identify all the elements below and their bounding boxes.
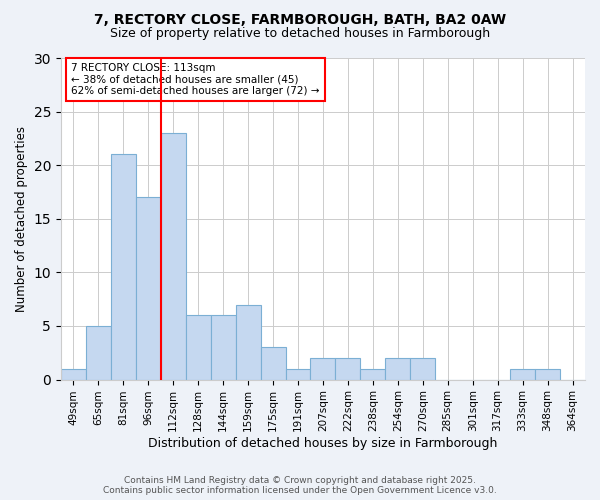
Bar [286,369,310,380]
Text: Size of property relative to detached houses in Farmborough: Size of property relative to detached ho… [110,28,490,40]
Text: 7 RECTORY CLOSE: 113sqm
← 38% of detached houses are smaller (45)
62% of semi-de: 7 RECTORY CLOSE: 113sqm ← 38% of detache… [71,63,320,96]
Y-axis label: Number of detached properties: Number of detached properties [15,126,28,312]
Bar [211,316,236,380]
Bar [535,369,560,380]
Bar [361,369,385,380]
Bar [136,198,161,380]
Text: 7, RECTORY CLOSE, FARMBOROUGH, BATH, BA2 0AW: 7, RECTORY CLOSE, FARMBOROUGH, BATH, BA2… [94,12,506,26]
Bar [260,348,286,380]
Bar [236,304,260,380]
Bar [61,369,86,380]
X-axis label: Distribution of detached houses by size in Farmborough: Distribution of detached houses by size … [148,437,497,450]
Text: Contains HM Land Registry data © Crown copyright and database right 2025.
Contai: Contains HM Land Registry data © Crown c… [103,476,497,495]
Bar [185,316,211,380]
Bar [86,326,111,380]
Bar [385,358,410,380]
Bar [335,358,361,380]
Bar [510,369,535,380]
Bar [161,133,185,380]
Bar [111,154,136,380]
Bar [410,358,435,380]
Bar [310,358,335,380]
